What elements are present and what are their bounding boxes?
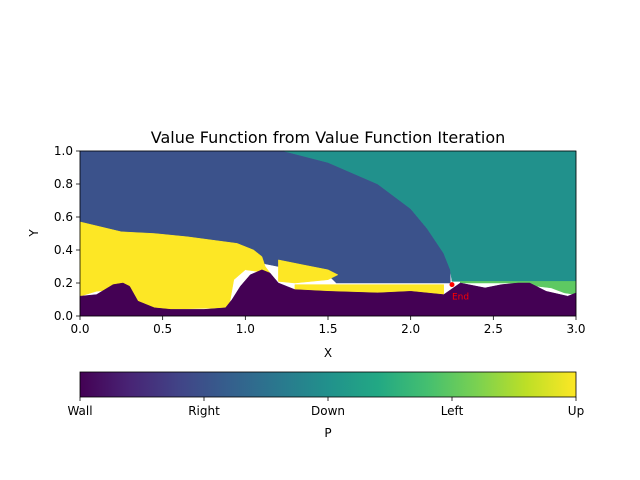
y-tick-label: 0.4 (54, 243, 73, 257)
colorbar-tick-label: Left (441, 404, 464, 418)
x-tick-label: 2.0 (401, 322, 420, 336)
colorbar-label: P (324, 426, 331, 440)
colorbar-tick-label: Wall (67, 404, 92, 418)
x-tick-label: 3.0 (566, 322, 585, 336)
y-axis: 0.0 0.2 0.4 0.6 0.8 1.0 (54, 144, 80, 323)
y-tick-label: 1.0 (54, 144, 73, 158)
colorbar-tick-label: Down (311, 404, 345, 418)
region-wall-6 (79, 269, 577, 317)
chart-title: Value Function from Value Function Itera… (151, 128, 506, 147)
end-label: End (452, 293, 469, 303)
y-tick-label: 0.2 (54, 276, 73, 290)
region-up-4 (278, 259, 339, 284)
y-axis-label: Y (27, 229, 41, 238)
colorbar-tick-label: Right (188, 404, 220, 418)
x-axis: 0.0 0.5 1.0 1.5 2.0 2.5 3.0 (70, 316, 586, 336)
colorbar-gradient (79, 371, 577, 398)
y-tick-label: 0.8 (54, 177, 73, 191)
y-tick-label: 0.0 (54, 309, 73, 323)
x-tick-label: 1.5 (318, 322, 337, 336)
x-axis-label: X (324, 346, 332, 360)
end-marker (449, 282, 455, 288)
x-tick-label: 1.0 (236, 322, 255, 336)
plot-area: End (79, 150, 577, 317)
x-tick-label: 0.0 (70, 322, 89, 336)
colorbar: Wall Right Down Left Up (67, 371, 584, 418)
x-tick-label: 2.5 (484, 322, 503, 336)
y-tick-label: 0.6 (54, 210, 73, 224)
x-tick-label: 0.5 (153, 322, 172, 336)
colorbar-tick-label: Up (568, 404, 584, 418)
